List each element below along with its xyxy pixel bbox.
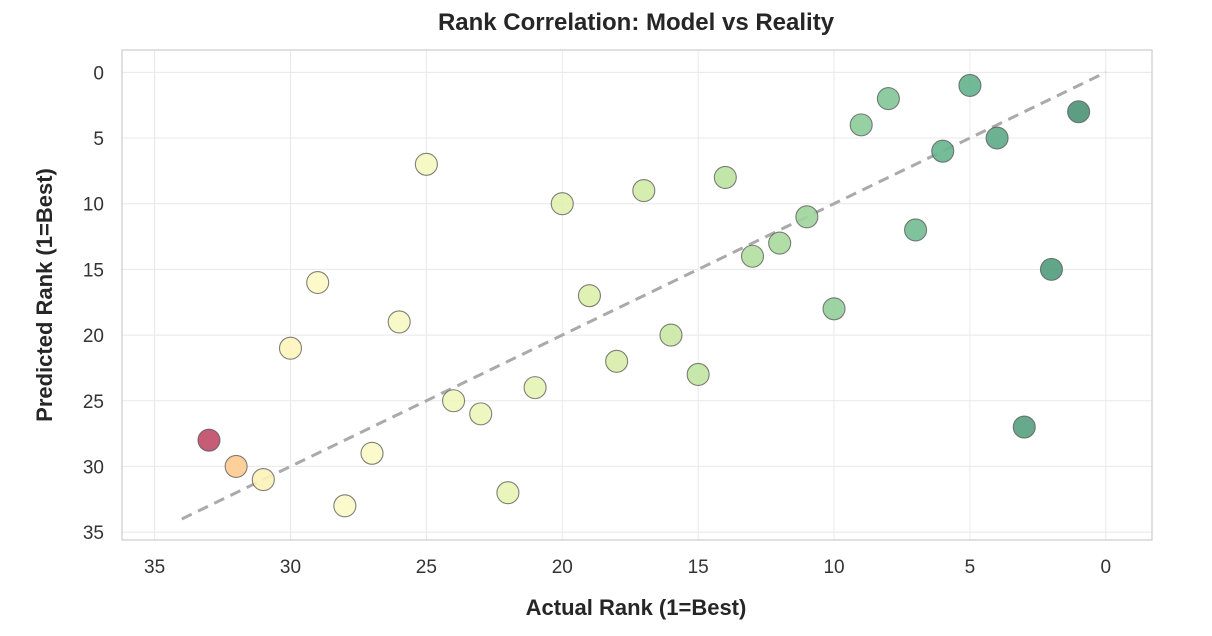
- x-axis-label: Actual Rank (1=Best): [526, 595, 747, 620]
- y-tick-label: 35: [83, 523, 104, 544]
- data-point: [659, 323, 683, 347]
- data-point: [686, 362, 710, 387]
- data-point: [278, 336, 303, 360]
- data-point: [333, 494, 357, 518]
- y-tick-label: 30: [83, 457, 104, 478]
- data-point: [496, 481, 520, 505]
- data-point: [958, 73, 982, 98]
- data-point: [360, 441, 384, 465]
- data-point: [713, 165, 737, 189]
- x-tick-label: 5: [965, 557, 976, 578]
- x-tick-labels: 35 30 25 20 15 10 5 0: [144, 557, 1111, 578]
- y-axis-label: Predicted Rank (1=Best): [32, 168, 57, 422]
- data-point: [251, 468, 275, 492]
- data-point: [876, 87, 900, 111]
- data-point: [306, 270, 330, 295]
- data-point: [795, 205, 819, 229]
- chart-title: Rank Correlation: Model vs Reality: [438, 9, 835, 36]
- data-point: [931, 139, 955, 163]
- data-point: [469, 402, 493, 426]
- y-tick-label: 20: [83, 326, 104, 347]
- grid: [122, 50, 1152, 540]
- data-point: [550, 192, 574, 216]
- y-tick-label: 0: [93, 63, 104, 84]
- x-tick-label: 35: [144, 557, 165, 578]
- y-tick-label: 5: [93, 129, 104, 150]
- y-tick-label: 10: [83, 195, 104, 216]
- data-point: [1067, 100, 1091, 124]
- x-tick-label: 30: [280, 557, 301, 578]
- data-point: [632, 179, 656, 203]
- data-points: [197, 73, 1091, 518]
- data-point: [1012, 415, 1036, 439]
- x-tick-label: 0: [1101, 557, 1112, 578]
- data-point: [849, 113, 873, 137]
- data-point: [414, 152, 438, 176]
- data-point: [605, 349, 629, 373]
- y-tick-label: 15: [83, 260, 104, 281]
- data-point: [224, 454, 248, 478]
- data-point: [442, 389, 466, 413]
- x-tick-label: 10: [823, 557, 844, 578]
- x-tick-label: 15: [688, 557, 709, 578]
- data-point: [768, 231, 792, 255]
- plot-frame: [121, 49, 1153, 541]
- x-tick-label: 20: [552, 557, 573, 578]
- data-point: [822, 297, 846, 321]
- x-tick-label: 25: [416, 557, 437, 578]
- data-point: [197, 428, 221, 452]
- data-point: [985, 126, 1009, 150]
- data-point: [577, 284, 601, 308]
- y-tick-label: 25: [83, 392, 104, 413]
- data-point: [387, 310, 411, 334]
- data-point: [1039, 257, 1063, 281]
- y-tick-labels: 0 5 10 15 20 25 30 35: [83, 63, 104, 544]
- reference-line: [181, 70, 1107, 521]
- data-point: [740, 244, 765, 268]
- data-point: [904, 218, 928, 242]
- data-point: [523, 376, 547, 400]
